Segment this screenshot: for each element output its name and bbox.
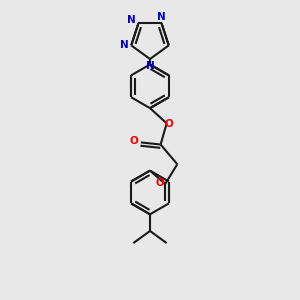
Text: N: N <box>157 12 166 22</box>
Text: O: O <box>129 136 138 146</box>
Text: N: N <box>128 15 136 25</box>
Text: N: N <box>120 40 129 50</box>
Text: O: O <box>156 178 164 188</box>
Text: O: O <box>164 119 173 129</box>
Text: N: N <box>146 61 154 71</box>
